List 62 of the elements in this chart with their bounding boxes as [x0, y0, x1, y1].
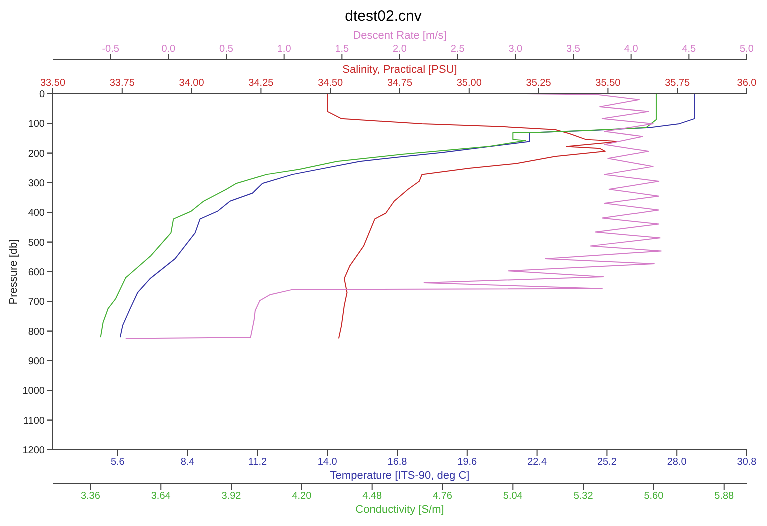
x2-tick-label: 34.75	[387, 78, 413, 89]
y-tick-label: 400	[28, 208, 46, 220]
chart-title: dtest02.cnv	[344, 8, 423, 26]
x-tick-label: 14.0	[318, 457, 338, 468]
y-tick-label: 800	[28, 326, 46, 338]
x2-tick-label: 35.75	[665, 78, 691, 89]
y-axis-title: Pressure [db]	[8, 239, 20, 305]
x2-tick-label: 36.0	[737, 78, 758, 89]
x-tick-label: 11.2	[248, 457, 268, 468]
x-tick-label: 5.04	[503, 491, 524, 502]
x2-tick-label: 1.5	[335, 44, 350, 55]
x2-tick-label: 3.5	[566, 44, 581, 55]
x-tick-label: 3.64	[151, 491, 172, 502]
x-tick-label: 3.36	[80, 491, 101, 502]
x-tick-label: 30.8	[737, 457, 758, 468]
y-tick-label: 0	[39, 90, 46, 101]
y-tick-label: 1000	[22, 386, 46, 398]
y-tick-label: 900	[28, 356, 46, 368]
x2-tick-label: 1.0	[277, 44, 292, 55]
x2-tick-label: 0.5	[220, 44, 234, 55]
x-tick-label: 4.20	[292, 491, 312, 502]
x-tick-label: 5.6	[110, 457, 126, 468]
x-tick-label: 19.6	[458, 457, 478, 468]
x-axis-title: Temperature [ITS-90, deg C]	[330, 470, 470, 482]
x2-tick-label: 34.25	[248, 78, 274, 89]
x-tick-label: 8.4	[180, 457, 196, 468]
y-tick-label: 100	[28, 119, 46, 130]
x2-tick-label: 5.0	[740, 44, 754, 55]
x2-tick-label: 33.50	[40, 78, 66, 89]
x2-tick-label: 4.0	[624, 44, 639, 55]
x-tick-label: 28.0	[667, 457, 688, 468]
x2-tick-label: 4.5	[682, 44, 697, 55]
y-tick-label: 600	[28, 268, 46, 279]
x2-tick-label: 3.0	[508, 44, 524, 55]
x-tick-label: 16.8	[388, 457, 408, 468]
x2-axis-title: Salinity, Practical [PSU]	[342, 64, 458, 76]
x-tick-label: 4.76	[433, 491, 453, 502]
x2-tick-label: 35.00	[456, 78, 482, 89]
x-tick-label: 4.48	[362, 491, 383, 502]
x2-tick-label: 34.50	[318, 78, 344, 89]
x-tick-label: 3.92	[222, 491, 242, 502]
x-axis-title: Conductivity [S/m]	[356, 504, 444, 516]
x2-tick-label: 2.5	[450, 44, 466, 55]
x-tick-label: 22.4	[528, 457, 548, 468]
x2-tick-label: 2.0	[393, 44, 408, 55]
x2-tick-label: 0.0	[162, 44, 176, 55]
x-tick-label: 5.32	[574, 491, 594, 502]
y-tick-label: 1200	[22, 446, 46, 457]
x2-tick-label: 35.25	[526, 78, 552, 89]
x2-tick-label: 35.50	[596, 78, 622, 89]
y-tick-label: 700	[28, 297, 46, 308]
y-tick-label: 1100	[23, 416, 46, 427]
x-tick-label: 25.2	[597, 457, 618, 468]
x2-tick-label: 34.00	[179, 78, 205, 89]
y-tick-label: 200	[28, 148, 46, 160]
x2-axis-title: Descent Rate [m/s]	[353, 30, 447, 42]
y-tick-label: 500	[28, 238, 46, 249]
x-tick-label: 5.88	[714, 491, 735, 502]
x-tick-label: 5.60	[644, 491, 664, 502]
x2-tick-label: -0.5	[102, 44, 120, 55]
y-tick-label: 300	[28, 178, 46, 190]
x2-tick-label: 33.75	[110, 78, 136, 89]
